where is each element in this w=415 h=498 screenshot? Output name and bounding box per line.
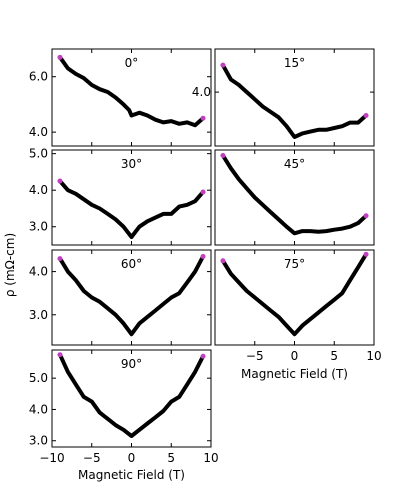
y-axis-label: ρ (mΩ-cm) <box>3 233 17 297</box>
x-tick-label: −10 <box>39 451 64 465</box>
x-tick-label: 5 <box>330 349 338 363</box>
panel-title: 15° <box>284 56 305 70</box>
y-tick-label: 5.0 <box>29 371 48 385</box>
data-point-marker <box>220 62 226 68</box>
x-axis-label: Magnetic Field (T) <box>241 367 348 381</box>
data-point-marker <box>200 189 206 195</box>
panels-group: 0° 4.0 6.0 15° 4.0 30° 3.0 4.0 5.0 45° 60° 3.0 4.0 75… <box>29 48 382 482</box>
panel-30deg: 30° 3.0 4.0 5.0 <box>29 147 212 246</box>
data-series-line <box>220 252 368 337</box>
y-tick-label: 3.0 <box>29 434 48 448</box>
panel-60deg: 60° 3.0 4.0 <box>29 249 212 346</box>
x-tick-label: −5 <box>83 451 101 465</box>
panel-0deg: 0° 4.0 6.0 <box>29 48 212 147</box>
data-point-marker <box>57 54 63 60</box>
y-tick-label: 5.0 <box>29 147 48 161</box>
data-point-marker <box>57 352 63 358</box>
data-point-marker <box>200 253 206 259</box>
data-series-line <box>58 179 205 239</box>
data-series-line <box>58 352 205 438</box>
data-series-line <box>58 254 205 337</box>
x-tick-label: −5 <box>246 349 264 363</box>
data-point-marker <box>220 152 226 158</box>
panel-title: 45° <box>284 157 305 171</box>
panel-75deg: 75° −5 0 5 10 Magnetic Field (T) <box>214 249 382 381</box>
x-tick-label: 10 <box>203 451 218 465</box>
panel-title: 60° <box>121 257 142 271</box>
panel-title: 90° <box>121 357 142 371</box>
data-point-marker <box>200 353 206 359</box>
y-tick-label: 4.0 <box>29 265 48 279</box>
x-axis-label: Magnetic Field (T) <box>78 468 185 482</box>
panel-title: 75° <box>284 257 305 271</box>
data-point-marker <box>57 256 63 262</box>
x-tick-label: 0 <box>291 349 299 363</box>
y-tick-label: 4.0 <box>29 125 48 139</box>
y-tick-label: 4.0 <box>29 183 48 197</box>
data-point-marker <box>363 112 369 118</box>
panel-15deg: 15° 4.0 <box>192 48 375 147</box>
x-tick-label: 5 <box>167 451 175 465</box>
data-series-line <box>220 63 368 139</box>
data-point-marker <box>220 258 226 264</box>
y-tick-label: 6.0 <box>29 70 48 84</box>
panel-45deg: 45° <box>214 149 375 246</box>
data-point-marker <box>57 178 63 184</box>
x-tick-label: 10 <box>366 349 381 363</box>
panel-title: 30° <box>121 157 142 171</box>
panel-90deg: 90° 3.0 4.0 5.0 −10 −5 0 5 10 Magnetic Field (T) <box>29 349 219 482</box>
data-point-marker <box>363 251 369 257</box>
data-series-line <box>220 153 368 236</box>
y-tick-label: 4.0 <box>192 85 211 99</box>
data-point-marker <box>363 213 369 219</box>
panel-title: 0° <box>125 56 139 70</box>
y-tick-label: 3.0 <box>29 220 48 234</box>
y-tick-label: 3.0 <box>29 308 48 322</box>
x-tick-label: 0 <box>128 451 136 465</box>
y-tick-label: 4.0 <box>29 402 48 416</box>
data-series-line <box>58 55 205 128</box>
data-point-marker <box>200 115 206 121</box>
